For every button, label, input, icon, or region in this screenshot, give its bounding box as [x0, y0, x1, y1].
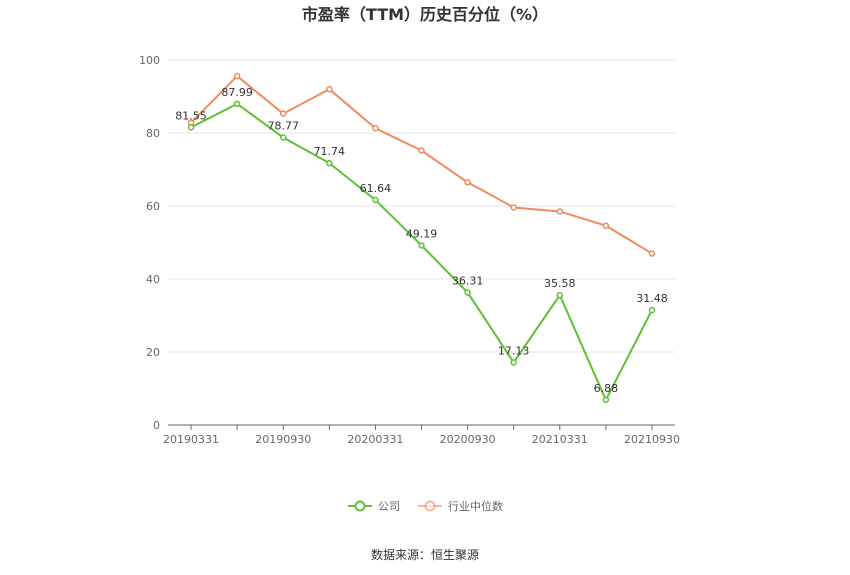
data-label: 31.48	[636, 292, 668, 305]
data-point[interactable]	[648, 306, 656, 314]
data-label: 81.55	[175, 109, 207, 122]
data-point[interactable]	[418, 242, 425, 249]
data-label: 71.74	[314, 145, 346, 158]
data-label: 49.19	[406, 227, 438, 240]
data-point[interactable]	[233, 100, 241, 108]
data-point[interactable]	[372, 196, 379, 204]
data-point[interactable]	[510, 359, 517, 366]
legend-label: 公司	[378, 500, 400, 513]
y-tick-label: 20	[146, 346, 160, 359]
data-label: 6.88	[594, 382, 619, 395]
data-point[interactable]	[648, 250, 656, 257]
grid: 0 20 40 60 80 100	[139, 54, 675, 432]
y-tick-label: 100	[139, 54, 160, 67]
x-tick-label: 20200331	[347, 433, 403, 446]
data-point[interactable]	[602, 396, 610, 404]
data-point[interactable]	[602, 222, 610, 229]
x-tick-label: 20190331	[163, 433, 219, 446]
y-tick-label: 80	[146, 127, 160, 140]
legend-swatch-marker	[424, 500, 436, 512]
x-tick-label: 20210930	[624, 433, 680, 446]
data-point[interactable]	[418, 147, 425, 154]
data-label: 87.99	[221, 86, 253, 99]
series-1	[187, 72, 656, 257]
source-note: 数据来源：恒生聚源	[371, 547, 479, 562]
data-point[interactable]	[510, 204, 517, 211]
series-0	[187, 100, 656, 404]
data-point[interactable]	[326, 85, 333, 93]
data-point[interactable]	[556, 208, 564, 215]
data-point[interactable]	[372, 125, 379, 132]
y-tick-label: 40	[146, 273, 160, 286]
y-tick-label: 0	[153, 419, 160, 432]
data-label: 78.77	[267, 119, 299, 132]
x-tick-label: 20200930	[440, 433, 496, 446]
data-label: 36.31	[452, 274, 484, 287]
data-point[interactable]	[279, 134, 287, 141]
data-point[interactable]	[556, 291, 564, 299]
legend-item[interactable]: 公司	[348, 500, 400, 513]
data-label: 61.64	[360, 182, 392, 195]
x-axis: 20190331 20190930 20200331 20200930 20210331…	[163, 424, 680, 446]
legend[interactable]: 公司 行业中位数	[348, 499, 503, 513]
data-point[interactable]	[464, 289, 471, 296]
data-point[interactable]	[187, 124, 195, 131]
data-point[interactable]	[326, 159, 333, 167]
data-point[interactable]	[233, 72, 241, 80]
series-layer	[187, 72, 656, 404]
y-tick-label: 60	[146, 200, 160, 213]
data-point[interactable]	[279, 110, 287, 117]
data-point[interactable]	[464, 179, 471, 186]
legend-swatch-marker	[354, 500, 366, 512]
chart-title: 市盈率（TTM）历史百分位（%）	[302, 5, 548, 24]
x-tick-label: 20210331	[532, 433, 588, 446]
data-label: 35.58	[544, 277, 576, 290]
data-label: 17.13	[498, 344, 530, 357]
legend-item[interactable]: 行业中位数	[418, 499, 503, 513]
x-tick-label: 20190930	[255, 433, 311, 446]
legend-label: 行业中位数	[448, 499, 503, 513]
data-labels: 81.55 87.99 78.77 71.74 61.64 49.19 36.31 17.13…	[175, 86, 667, 395]
